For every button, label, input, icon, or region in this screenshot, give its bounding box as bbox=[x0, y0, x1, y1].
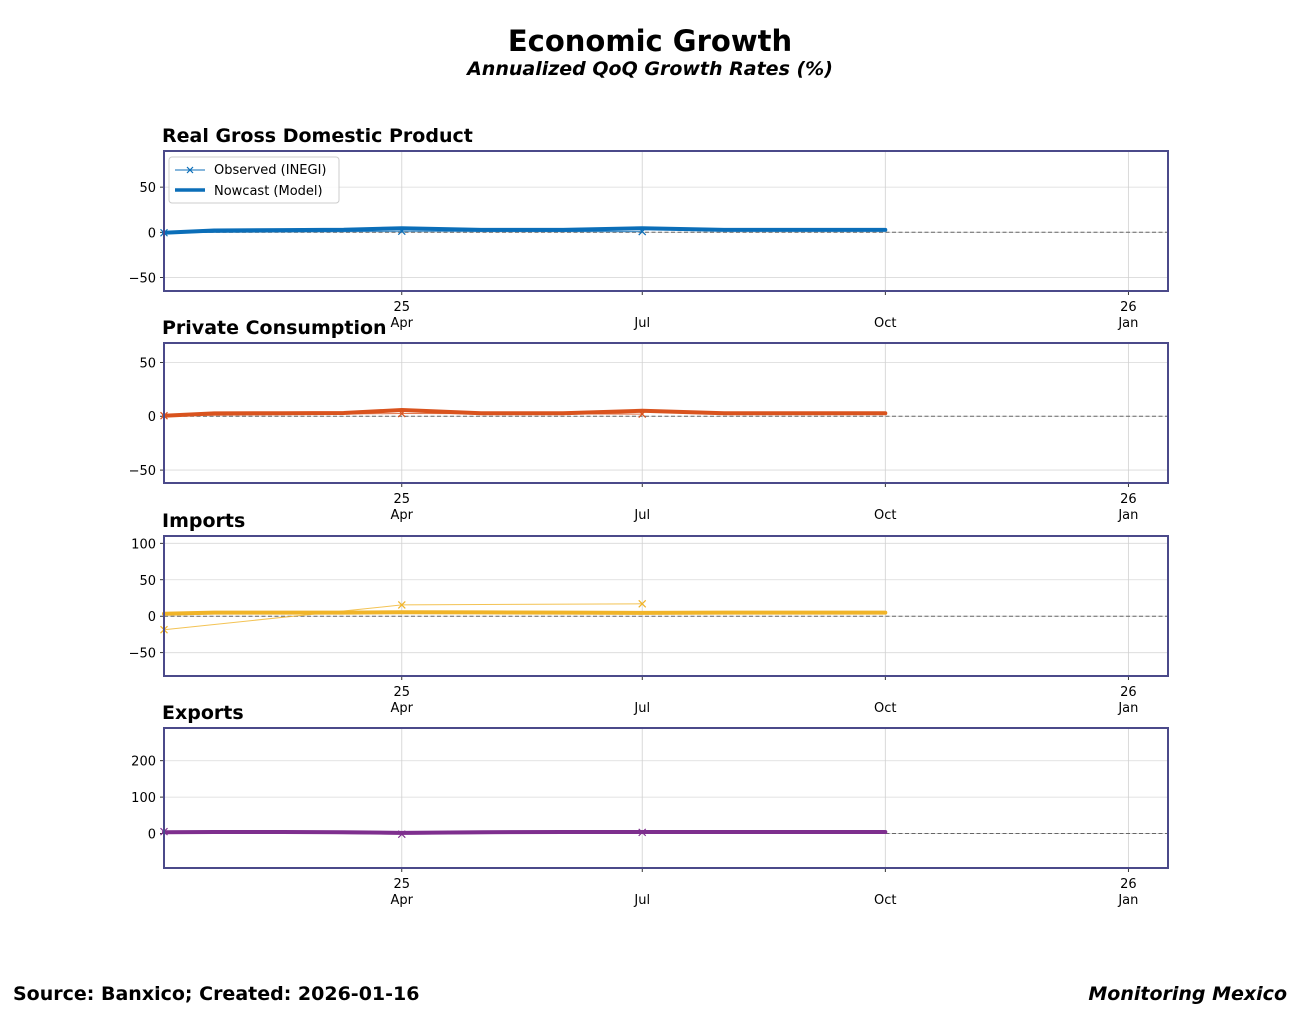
observed-point bbox=[638, 599, 647, 608]
x-tick-label-month: Jan bbox=[1117, 701, 1138, 716]
observed-line bbox=[163, 603, 643, 631]
x-tick-label-year: 25 bbox=[394, 300, 411, 315]
y-tick-label: 50 bbox=[139, 356, 156, 371]
x-tick-label-month: Apr bbox=[391, 316, 414, 331]
x-tick-label-month: Oct bbox=[874, 701, 896, 716]
x-tick-label-month: Jan bbox=[1117, 893, 1138, 908]
source-note: Source: Banxico; Created: 2026-01-16 bbox=[13, 983, 420, 1005]
panel-title: Imports bbox=[162, 510, 245, 532]
x-tick-label-month: Jan bbox=[1117, 508, 1138, 523]
y-tick-label: 0 bbox=[148, 827, 156, 842]
y-tick-label: 50 bbox=[139, 181, 156, 196]
panel-title: Exports bbox=[162, 702, 244, 724]
x-tick-label-month: Apr bbox=[391, 508, 414, 523]
x-tick-label-year: 26 bbox=[1120, 685, 1137, 700]
x-tick-label-month: Jan bbox=[1117, 316, 1138, 331]
x-tick-label-year: 26 bbox=[1120, 877, 1137, 892]
x-tick-label-month: Jul bbox=[633, 316, 650, 331]
panel-title: Private Consumption bbox=[162, 317, 387, 339]
x-tick-label-month: Jul bbox=[633, 701, 650, 716]
nowcast-line bbox=[162, 830, 888, 835]
x-tick-label-month: Oct bbox=[874, 508, 896, 523]
x-tick-label-year: 26 bbox=[1120, 300, 1137, 315]
legend-box bbox=[168, 156, 340, 204]
y-tick-label: 50 bbox=[139, 574, 156, 589]
y-tick-label: 0 bbox=[148, 410, 156, 425]
panel-title: Real Gross Domestic Product bbox=[162, 125, 473, 147]
x-tick-label-month: Oct bbox=[874, 893, 896, 908]
x-tick-label-month: Apr bbox=[391, 893, 414, 908]
y-tick-label: 0 bbox=[148, 226, 156, 241]
x-tick-label-month: Apr bbox=[391, 701, 414, 716]
nowcast-line bbox=[162, 408, 888, 418]
observed-point bbox=[397, 600, 406, 609]
legend-observed-marker bbox=[186, 166, 194, 174]
y-tick-label: 100 bbox=[131, 791, 156, 806]
x-tick-label-year: 25 bbox=[394, 685, 411, 700]
figure-subtitle: Annualized QoQ Growth Rates (%) bbox=[467, 58, 833, 80]
y-tick-label: 100 bbox=[131, 537, 156, 552]
panel-frame bbox=[163, 727, 1169, 869]
panel-frame bbox=[163, 342, 1169, 484]
x-tick-label-month: Jul bbox=[633, 893, 650, 908]
legend: Observed (INEGI) Nowcast (Model) bbox=[168, 156, 340, 204]
brand-label: Monitoring Mexico bbox=[1088, 983, 1287, 1005]
nowcast-line bbox=[162, 610, 888, 616]
legend-nowcast-label: Nowcast (Model) bbox=[214, 184, 323, 199]
panel-frame bbox=[163, 150, 1169, 292]
y-tick-label: −50 bbox=[129, 271, 156, 286]
y-tick-label: −50 bbox=[129, 647, 156, 662]
x-tick-label-year: 25 bbox=[394, 492, 411, 507]
figure-title: Economic Growth bbox=[507, 24, 793, 58]
x-tick-label-year: 26 bbox=[1120, 492, 1137, 507]
y-tick-label: −50 bbox=[129, 464, 156, 479]
nowcast-line bbox=[162, 226, 888, 235]
legend-observed-label: Observed (INEGI) bbox=[214, 163, 327, 178]
panel-frame bbox=[163, 535, 1169, 677]
point-mark bbox=[638, 599, 647, 608]
point-mark bbox=[397, 600, 406, 609]
x-tick-label-month: Oct bbox=[874, 316, 896, 331]
x-tick-label-year: 25 bbox=[394, 877, 411, 892]
x-tick-label-month: Jul bbox=[633, 508, 650, 523]
y-tick-label: 200 bbox=[131, 755, 156, 770]
y-tick-label: 0 bbox=[148, 610, 156, 625]
